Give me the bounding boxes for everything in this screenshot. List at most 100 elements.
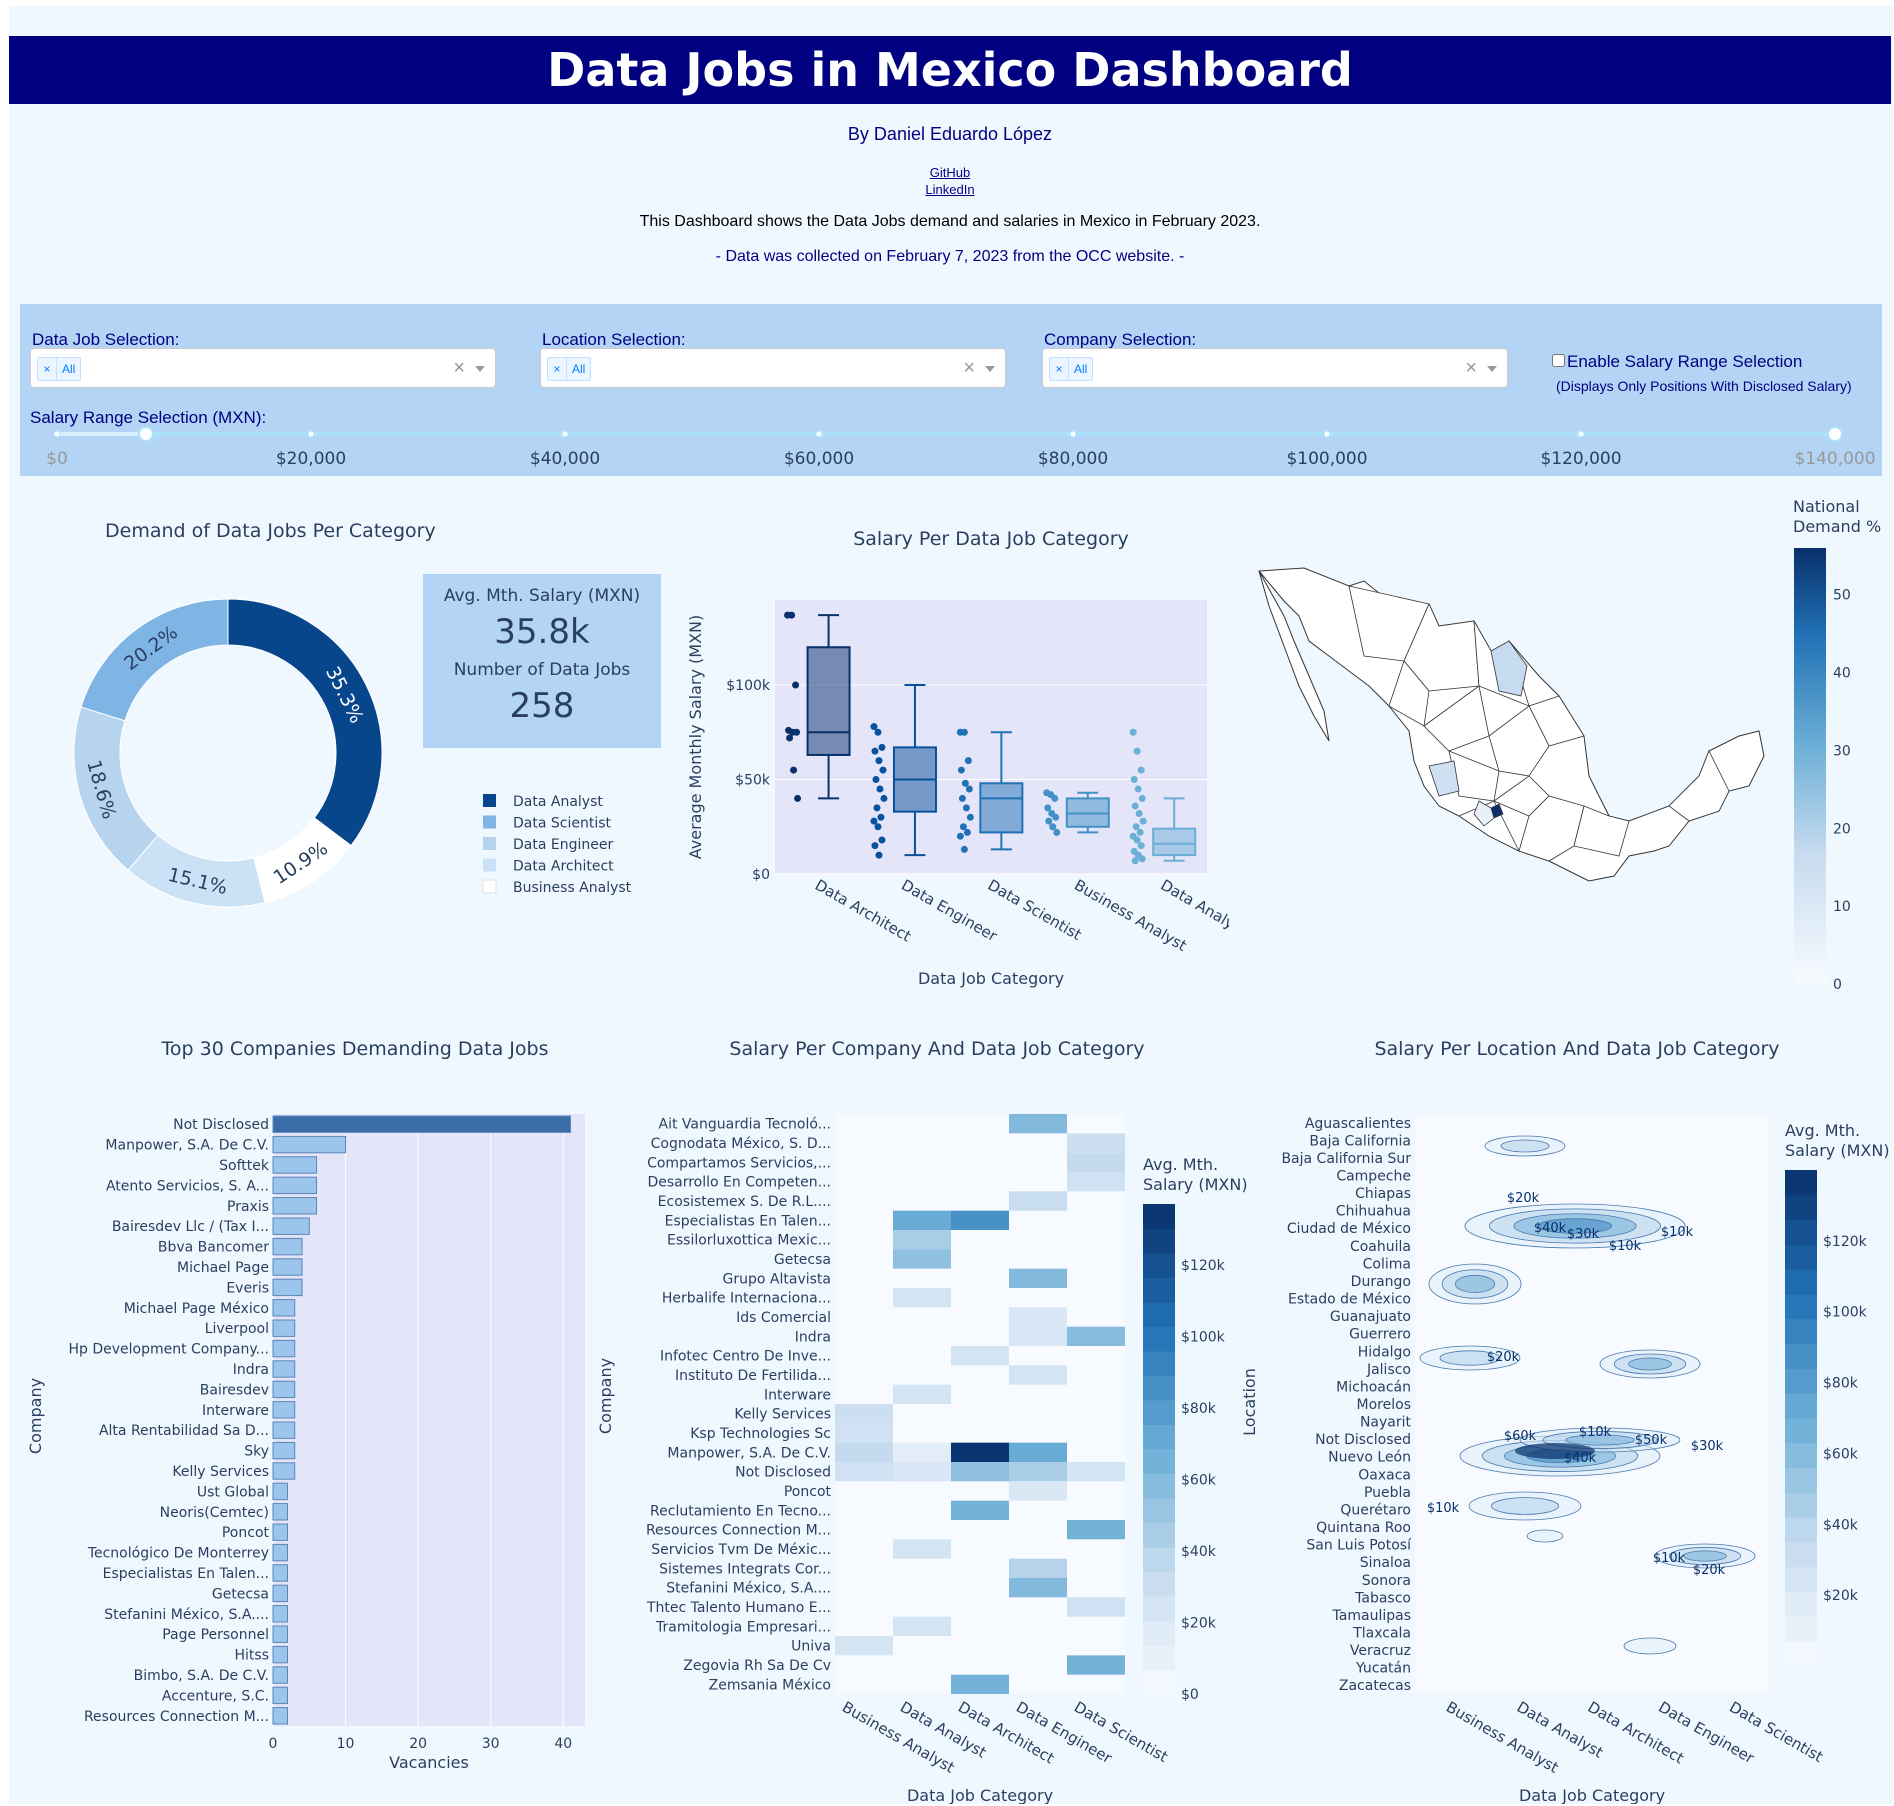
donut-title: Demand of Data Jobs Per Category xyxy=(105,520,436,542)
heatmap-colorbar-tick: $20k xyxy=(1181,1615,1217,1631)
legend-label: Business Analyst xyxy=(513,880,632,896)
heatmap-cell xyxy=(893,1249,951,1269)
profile-links: GitHub LinkedIn xyxy=(9,164,1891,198)
contour-line xyxy=(1526,1529,1564,1543)
location-chip-all[interactable]: × All xyxy=(547,357,592,381)
heatmap-colorbar-segment xyxy=(1143,1351,1175,1376)
box-iqr-data-analyst xyxy=(1152,827,1197,857)
contour-label: $40k xyxy=(1534,1221,1567,1236)
box-point xyxy=(792,681,800,689)
heatmap-cell xyxy=(835,1423,893,1443)
chevron-down-icon[interactable] xyxy=(475,366,485,372)
heatmap-cell xyxy=(951,1346,1009,1366)
heatmap-colorbar-tick: $0 xyxy=(1181,1687,1199,1703)
remove-chip-icon[interactable]: × xyxy=(1050,358,1069,380)
heatmap-colorbar-segment xyxy=(1143,1449,1175,1474)
contour-colorbar-segment xyxy=(1785,1294,1817,1320)
box-point xyxy=(1045,817,1053,825)
heatmap-ylabel: Thtec Talento Humano E... xyxy=(646,1600,831,1616)
clear-icon[interactable]: × xyxy=(963,357,975,379)
contour-colorbar-segment xyxy=(1785,1542,1817,1568)
bar-30 xyxy=(272,1707,289,1725)
company-chip-all[interactable]: × All xyxy=(1049,357,1094,381)
heatmap-ylabel: Ids Comercial xyxy=(736,1310,831,1326)
heatmap-ylabel: Ecosistemex S. De R.L.... xyxy=(658,1194,831,1210)
location-dropdown[interactable]: × All × xyxy=(540,348,1006,388)
donut-slice-data-scientist xyxy=(80,598,229,722)
remove-chip-icon[interactable]: × xyxy=(548,358,567,380)
heatmap-xtick-label: Data Architect xyxy=(955,1698,1057,1768)
salary-checkbox-row[interactable]: Enable Salary Range Selection xyxy=(1552,352,1802,372)
github-link[interactable]: GitHub xyxy=(929,165,971,180)
contour-colorbar-segment xyxy=(1785,1566,1817,1593)
contour-label: $20k xyxy=(1507,1191,1540,1206)
legend-swatch xyxy=(483,815,496,829)
chevron-down-icon[interactable] xyxy=(1487,366,1497,372)
job-dropdown[interactable]: × All × xyxy=(30,348,496,388)
clear-icon[interactable]: × xyxy=(1465,357,1477,379)
map-colorbar-tick: 0 xyxy=(1833,977,1842,992)
heatmap-cell xyxy=(893,1616,951,1636)
heatmap-cell xyxy=(1009,1481,1067,1501)
box-point xyxy=(877,813,885,821)
heatmap-colorbar-segment xyxy=(1143,1645,1175,1670)
contour-line xyxy=(1683,1550,1727,1562)
contour-ylabel: Veracruz xyxy=(1350,1643,1411,1659)
contour-ylabel: Jalisco xyxy=(1366,1362,1411,1378)
heatmap-cell xyxy=(893,1442,951,1462)
box-point xyxy=(794,794,802,802)
box-xtick-label: Data Architect xyxy=(812,876,914,946)
box-xtick-label: Data Engineer xyxy=(898,876,1001,946)
linkedin-link[interactable]: LinkedIn xyxy=(925,182,975,197)
salary-range-slider[interactable]: $0 $20,000 $40,000 $60,000 $80,000 $100,000 $1… xyxy=(20,426,1882,476)
contour-ylabel: Nayarit xyxy=(1360,1415,1412,1431)
bar-xtick-label: 20 xyxy=(409,1736,427,1752)
bar-category-label: Bairesdev Llc / (Tax I... xyxy=(112,1219,269,1235)
slider-handle-max[interactable] xyxy=(1827,426,1843,442)
bar-category-label: Indra xyxy=(233,1362,269,1378)
bar-category-label: Stefanini México, S.A.... xyxy=(104,1607,269,1623)
contour-label: $20k xyxy=(1487,1350,1520,1365)
contour-colorbar-segment xyxy=(1785,1517,1817,1543)
heatmap-ylabel: Cognodata México, S. D... xyxy=(651,1136,831,1152)
heatmap-ylabel: Resources Connection M... xyxy=(646,1523,831,1539)
heatmap-cell xyxy=(1067,1326,1125,1346)
heatmap-cell xyxy=(1009,1268,1067,1288)
contour-colorbar-tick: $20k xyxy=(1823,1588,1859,1604)
bar-11 xyxy=(272,1319,296,1337)
job-chip-all[interactable]: × All xyxy=(37,357,82,381)
bar-xtick-label: 0 xyxy=(269,1736,278,1752)
heatmap-cell xyxy=(951,1210,1009,1230)
company-dropdown[interactable]: × All × xyxy=(1042,348,1508,388)
contour-label: $60k xyxy=(1504,1429,1537,1444)
salary-checkbox-label: Enable Salary Range Selection xyxy=(1567,352,1803,371)
contour-ylabel: Aguascalientes xyxy=(1305,1116,1411,1132)
box-point xyxy=(873,804,881,812)
box-point xyxy=(966,813,974,821)
remove-chip-icon[interactable]: × xyxy=(38,358,57,380)
contour-colorbar-segment xyxy=(1785,1418,1817,1444)
clear-icon[interactable]: × xyxy=(453,357,465,379)
chevron-down-icon[interactable] xyxy=(985,366,995,372)
bar-xlabel: Vacancies xyxy=(389,1753,469,1772)
contour-label: $10k xyxy=(1609,1239,1642,1254)
slider-handle-min[interactable] xyxy=(137,426,154,442)
bar-16 xyxy=(272,1421,296,1439)
bar-category-label: Liverpool xyxy=(205,1321,269,1337)
bar-xtick-label: 40 xyxy=(554,1736,572,1752)
contour-ylabel: Michoacán xyxy=(1336,1379,1411,1395)
heatmap-colorbar-segment xyxy=(1143,1228,1175,1254)
box-point xyxy=(871,842,879,850)
contour-ylabel: Not Disclosed xyxy=(1315,1432,1411,1448)
box-point xyxy=(875,851,883,859)
box-ytick-label: $100k xyxy=(726,678,771,694)
contour-label: $10k xyxy=(1661,1225,1694,1240)
bar-4 xyxy=(272,1176,318,1195)
heatmap-ylabel: Not Disclosed xyxy=(735,1465,831,1481)
contour-ylabel: Chiapas xyxy=(1355,1186,1411,1202)
contour-ylabel: Quintana Roo xyxy=(1316,1520,1411,1536)
heatmap-ylabel: Ksp Technologies Sc xyxy=(690,1426,831,1442)
salary-range-checkbox[interactable] xyxy=(1552,354,1565,367)
box-point xyxy=(1136,828,1144,836)
contour-colorbar-segment xyxy=(1785,1170,1817,1196)
